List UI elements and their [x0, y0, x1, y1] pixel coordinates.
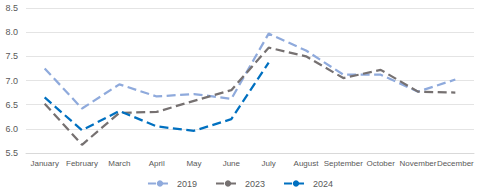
svg-text:October: October — [366, 159, 395, 168]
svg-text:6.0: 6.0 — [5, 124, 18, 134]
svg-text:5.5: 5.5 — [5, 148, 18, 158]
svg-text:September: September — [324, 159, 363, 168]
svg-text:2023: 2023 — [245, 179, 265, 189]
svg-text:6.5: 6.5 — [5, 100, 18, 110]
svg-text:8.0: 8.0 — [5, 27, 18, 37]
svg-text:August: August — [294, 159, 320, 168]
svg-text:July: July — [262, 159, 276, 168]
svg-text:November: November — [400, 159, 437, 168]
svg-text:8.5: 8.5 — [5, 3, 18, 13]
svg-text:June: June — [223, 159, 241, 168]
svg-text:7.5: 7.5 — [5, 51, 18, 61]
svg-text:December: December — [437, 159, 474, 168]
svg-text:2024: 2024 — [313, 179, 333, 189]
svg-text:February: February — [66, 159, 98, 168]
svg-text:7.0: 7.0 — [5, 76, 18, 86]
svg-text:May: May — [186, 159, 201, 168]
svg-text:2019: 2019 — [177, 179, 197, 189]
svg-text:January: January — [30, 159, 58, 168]
svg-text:April: April — [149, 159, 165, 168]
svg-text:March: March — [108, 159, 130, 168]
